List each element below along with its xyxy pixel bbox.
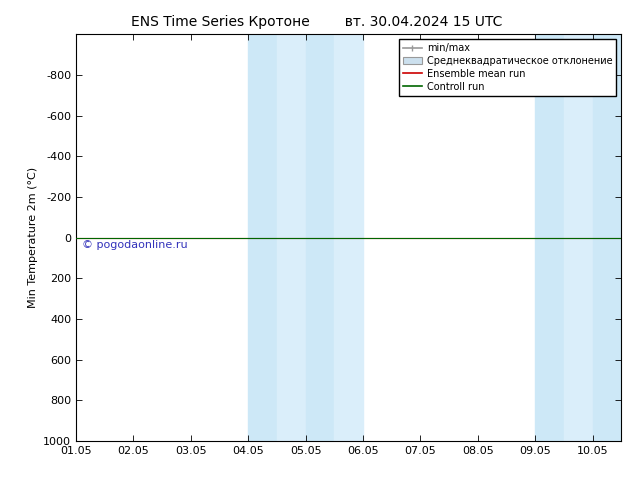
Bar — [564, 34, 593, 441]
Bar — [334, 34, 363, 441]
Y-axis label: Min Temperature 2m (°C): Min Temperature 2m (°C) — [28, 167, 37, 308]
Legend: min/max, Среднеквадратическое отклонение, Ensemble mean run, Controll run: min/max, Среднеквадратическое отклонение… — [399, 39, 616, 96]
Bar — [277, 34, 306, 441]
Bar — [249, 34, 277, 441]
Text: © pogodaonline.ru: © pogodaonline.ru — [82, 240, 187, 250]
Bar — [535, 34, 564, 441]
Bar — [306, 34, 334, 441]
Bar — [593, 34, 621, 441]
Text: ENS Time Series Кротоне        вт. 30.04.2024 15 UTC: ENS Time Series Кротоне вт. 30.04.2024 1… — [131, 15, 503, 29]
